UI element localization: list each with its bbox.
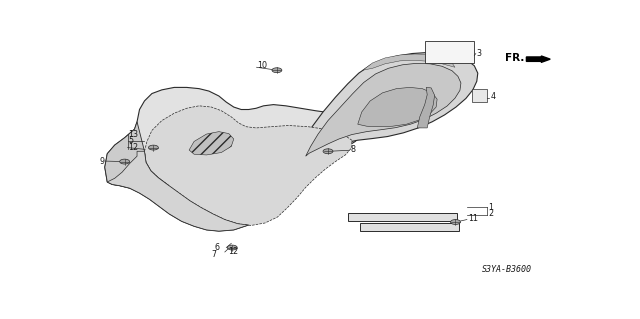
Polygon shape xyxy=(363,54,455,70)
Polygon shape xyxy=(105,87,363,231)
Circle shape xyxy=(148,145,158,150)
Polygon shape xyxy=(105,122,168,188)
Polygon shape xyxy=(348,213,457,221)
Circle shape xyxy=(272,68,282,73)
Polygon shape xyxy=(417,87,435,128)
Text: 10: 10 xyxy=(257,61,268,70)
Bar xyxy=(472,89,487,102)
Circle shape xyxy=(227,245,237,250)
Polygon shape xyxy=(293,53,478,161)
Text: 5: 5 xyxy=(129,137,134,145)
Text: 13: 13 xyxy=(129,130,139,138)
Circle shape xyxy=(451,219,460,225)
Polygon shape xyxy=(358,87,437,127)
Text: S3YA-B3600: S3YA-B3600 xyxy=(482,264,532,274)
Circle shape xyxy=(323,149,333,154)
Text: 12: 12 xyxy=(129,143,139,152)
Polygon shape xyxy=(189,132,234,155)
Text: 8: 8 xyxy=(350,145,355,154)
Text: 1: 1 xyxy=(488,203,493,212)
Text: 9: 9 xyxy=(100,157,105,166)
Polygon shape xyxy=(306,63,461,156)
Text: 2: 2 xyxy=(488,209,493,218)
Circle shape xyxy=(120,159,129,164)
Polygon shape xyxy=(145,106,352,226)
Bar xyxy=(425,41,474,63)
FancyArrow shape xyxy=(527,56,550,62)
Polygon shape xyxy=(108,151,249,231)
Text: 6: 6 xyxy=(215,243,220,252)
Polygon shape xyxy=(360,223,460,231)
Text: 3: 3 xyxy=(477,48,482,57)
Text: 4: 4 xyxy=(490,92,495,101)
Text: 7: 7 xyxy=(211,250,216,259)
Text: 12: 12 xyxy=(228,247,238,256)
Text: FR.: FR. xyxy=(504,53,524,63)
Text: 11: 11 xyxy=(468,214,478,223)
